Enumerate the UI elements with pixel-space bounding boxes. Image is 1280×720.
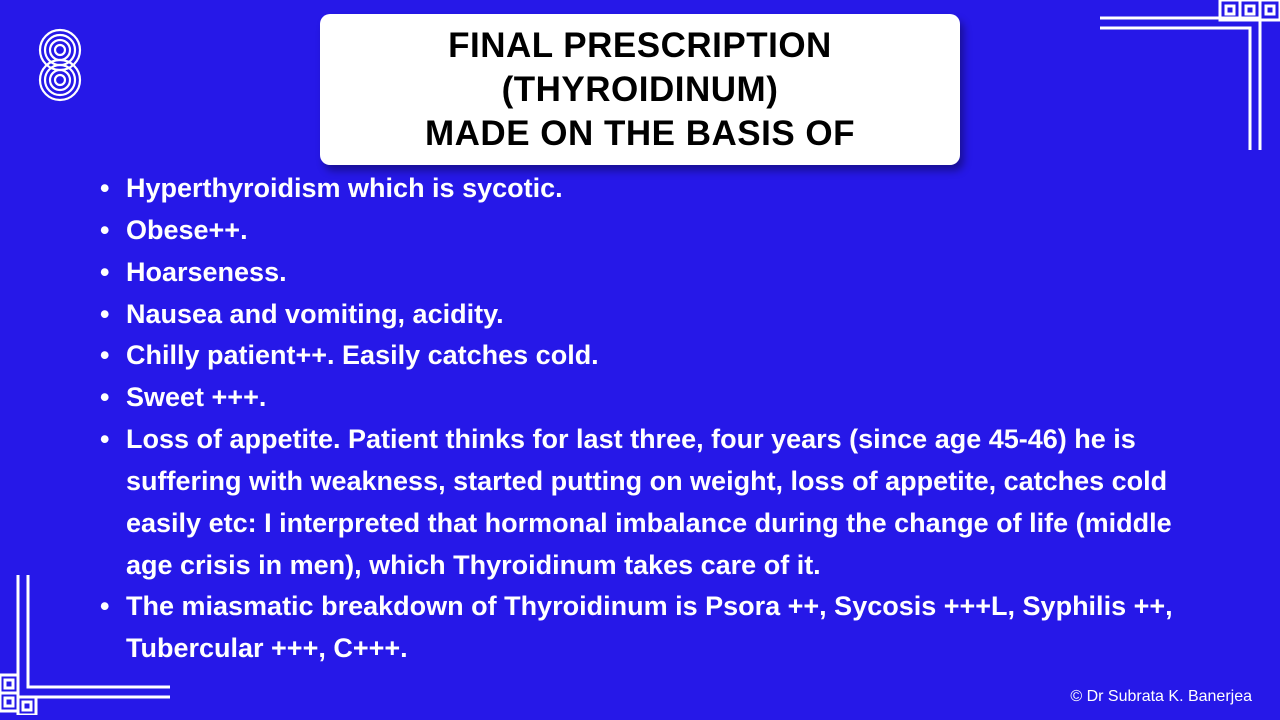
list-item: Obese++.	[100, 210, 1200, 252]
credit-text: © Dr Subrata K. Banerjea	[1070, 688, 1252, 706]
title-line-1: FINAL PRESCRIPTION (THYROIDINUM)	[366, 24, 914, 112]
list-item: The miasmatic breakdown of Thyroidinum i…	[100, 586, 1200, 670]
title-line-2: MADE ON THE BASIS OF	[366, 112, 914, 156]
list-item: Hoarseness.	[100, 252, 1200, 294]
list-item: Chilly patient++. Easily catches cold.	[100, 335, 1200, 377]
list-item: Sweet +++.	[100, 377, 1200, 419]
list-item: Loss of appetite. Patient thinks for las…	[100, 419, 1200, 586]
bullet-list: Hyperthyroidism which is sycotic. Obese+…	[100, 168, 1200, 670]
title-box: FINAL PRESCRIPTION (THYROIDINUM) MADE ON…	[320, 14, 960, 165]
logo-icon	[36, 28, 84, 113]
corner-decoration-tr	[1100, 0, 1280, 155]
list-item: Nausea and vomiting, acidity.	[100, 294, 1200, 336]
list-item: Hyperthyroidism which is sycotic.	[100, 168, 1200, 210]
